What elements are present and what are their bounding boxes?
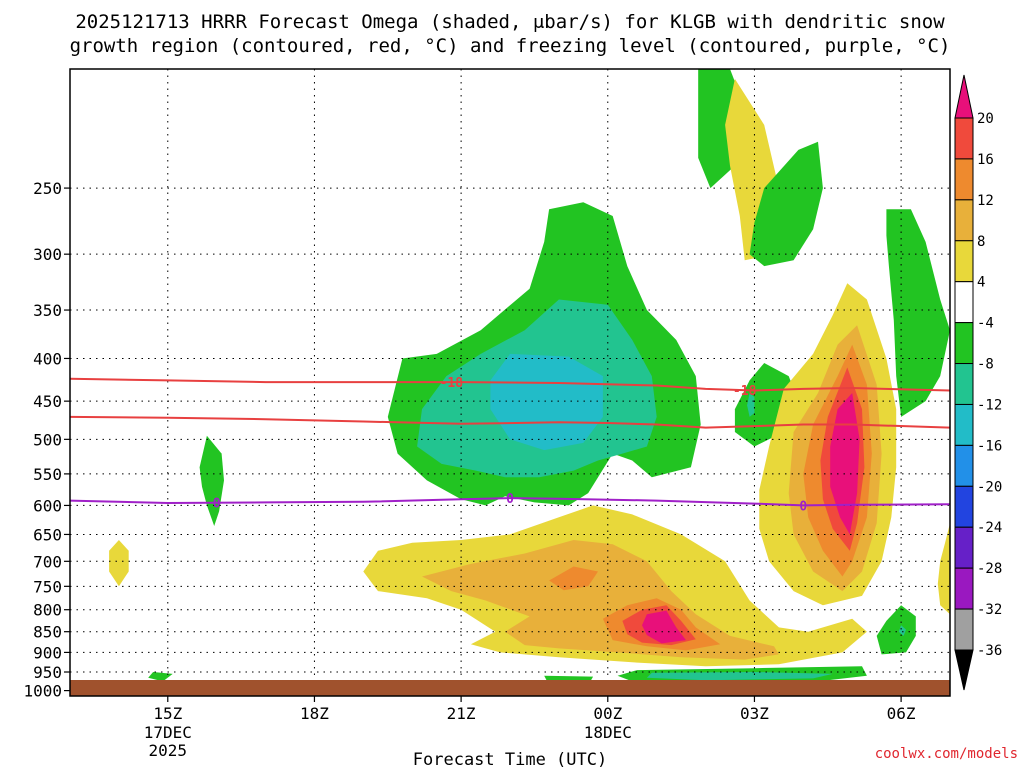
- colorbar-label: -12: [977, 397, 1002, 413]
- chart-title-line-1: 2025121713 HRRR Forecast Omega (shaded, …: [75, 11, 945, 33]
- omega-region: [642, 610, 686, 644]
- x-axis-label: Forecast Time (UTC): [413, 750, 607, 768]
- colorbar-label: 12: [977, 193, 994, 209]
- contour-label: 0: [799, 499, 807, 514]
- colorbar-label: 4: [977, 275, 985, 291]
- omega-region: [749, 141, 823, 267]
- omega-region: [148, 672, 173, 682]
- contour-label: -18: [733, 384, 757, 399]
- contour-label: 0: [506, 492, 514, 507]
- plot-frame: [69, 68, 951, 697]
- y-tick-label: 900: [33, 643, 62, 662]
- contour-label: -18: [440, 376, 464, 391]
- y-tick-label: 250: [33, 179, 62, 198]
- colorbar-bin: [954, 322, 974, 365]
- omega-region: [646, 672, 833, 681]
- chart-title-line-2: growth region (contoured, red, °C) and f…: [70, 35, 951, 57]
- colorbar-bin: [954, 567, 974, 610]
- colorbar-label: -8: [977, 357, 994, 373]
- omega-region: [937, 523, 950, 615]
- y-tick-label: 350: [33, 301, 62, 320]
- x-tick-label: 18Z: [300, 704, 329, 723]
- x-tick-label: 21Z: [447, 704, 476, 723]
- colorbar-bottom-arrow: [954, 649, 974, 691]
- contour-line--18: [70, 377, 950, 392]
- colorbar-label: 16: [977, 152, 994, 168]
- y-tick-label: 500: [33, 430, 62, 449]
- y-tick-label: 650: [33, 525, 62, 544]
- omega-region: [898, 625, 906, 636]
- colorbar-bin: [954, 199, 974, 242]
- colorbar-label: 20: [977, 111, 994, 127]
- y-tick-label: 1000: [23, 682, 62, 701]
- colorbar-bin: [954, 444, 974, 487]
- y-axis: 2503003504004505005506006507007508008509…: [23, 179, 70, 701]
- colorbar-label: -4: [977, 316, 994, 332]
- y-tick-label: 300: [33, 245, 62, 264]
- colorbar-top-arrow: [954, 74, 974, 119]
- y-tick-label: 750: [33, 577, 62, 596]
- x-tick-label: 03Z: [740, 704, 769, 723]
- colorbar-bin: [954, 403, 974, 446]
- omega-region: [747, 393, 755, 417]
- omega-region: [830, 393, 860, 535]
- colorbar-label: -20: [977, 479, 1002, 495]
- y-tick-label: 800: [33, 601, 62, 620]
- colorbar-bin: [954, 240, 974, 283]
- colorbar-bin: [954, 281, 974, 324]
- colorbar-label: -28: [977, 561, 1002, 577]
- colorbar-bin: [954, 117, 974, 160]
- y-tick-label: 950: [33, 663, 62, 682]
- contour-line-0: [70, 497, 950, 507]
- x-tick-label: 06Z: [887, 704, 916, 723]
- colorbar-label: -24: [977, 520, 1002, 536]
- colorbar-bin: [954, 526, 974, 569]
- ground-surface: [70, 680, 950, 696]
- colorbar-label: 8: [977, 234, 985, 250]
- colorbar-bin: [954, 158, 974, 201]
- y-tick-label: 600: [33, 496, 62, 515]
- omega-region: [109, 540, 129, 587]
- temperature-contours: -18 -18 0 0 0: [70, 376, 950, 514]
- omega-region: [886, 209, 950, 417]
- colorbar-label: -36: [977, 643, 1002, 659]
- colorbar-bin: [954, 485, 974, 528]
- plot-area: -18 -18 0 0 0: [69, 68, 951, 697]
- x-tick-date: 17DEC: [144, 723, 192, 742]
- colorbar-bin: [954, 608, 974, 651]
- colorbar-bin: [954, 363, 974, 405]
- omega-region: [549, 566, 598, 591]
- omega-region: [490, 353, 603, 451]
- x-tick-label: 00Z: [593, 704, 622, 723]
- y-tick-label: 450: [33, 392, 62, 411]
- y-tick-label: 850: [33, 623, 62, 642]
- y-tick-label: 550: [33, 465, 62, 484]
- y-tick-label: 400: [33, 349, 62, 368]
- x-tick-date: 18DEC: [584, 723, 632, 742]
- y-tick-label: 700: [33, 552, 62, 571]
- contour-line-dgz-lower: [70, 415, 950, 429]
- omega-region: [876, 605, 916, 655]
- colorbar-label: -32: [977, 602, 1002, 618]
- colorbar: 20 16 12 8 4 -4 -8 -12 -16 -20 -24 -28 -32 -36: [954, 74, 1002, 691]
- omega-shading: [109, 69, 950, 686]
- x-tick-label: 15Z: [153, 704, 182, 723]
- credit-text: coolwx.com/models: [875, 746, 1018, 762]
- contour-label: 0: [213, 497, 221, 512]
- colorbar-label: -16: [977, 438, 1002, 454]
- x-tick-year: 2025: [149, 741, 188, 760]
